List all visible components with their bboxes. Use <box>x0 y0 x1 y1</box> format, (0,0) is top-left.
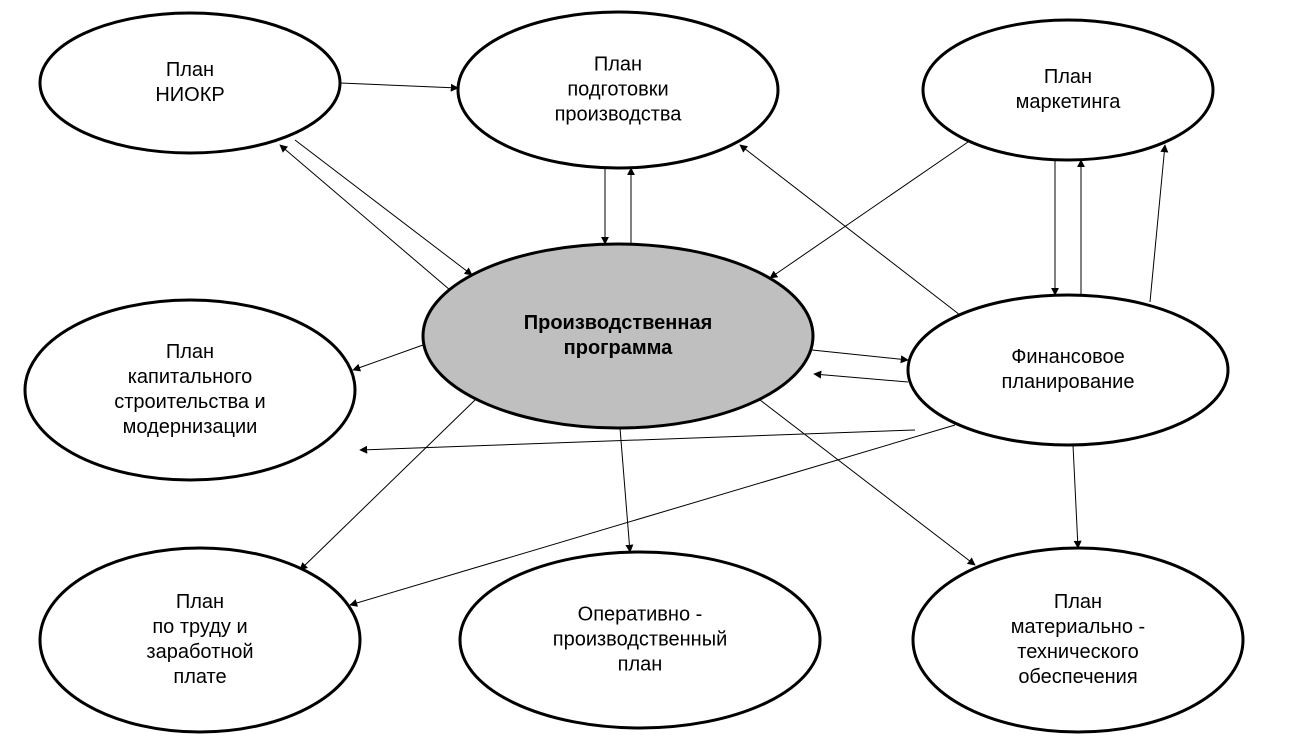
edge-niokr-center-1 <box>295 140 472 275</box>
node-finance-label-line-1: планирование <box>1002 371 1135 393</box>
node-center: Производственная программа <box>423 244 813 428</box>
node-trud: План по труду и заработной плате <box>40 548 360 732</box>
edge-finance-center-12 <box>814 374 908 382</box>
node-mto-label-line-2: технического <box>1017 641 1138 663</box>
node-operativ-label-line-0: Оперативно - <box>578 603 703 625</box>
node-mto-label-line-3: обеспечения <box>1018 666 1137 688</box>
edge-niokr-podgotovka-0 <box>340 83 458 88</box>
node-trud-label-line-2: заработной <box>146 641 253 663</box>
node-podgotovka-label-line-0: План <box>594 53 642 75</box>
node-marketing: План маркетинга <box>923 20 1213 160</box>
edge-center-finance-11 <box>812 350 908 360</box>
node-finance: Финансовое планирование <box>908 295 1228 445</box>
edge-center-mto-16 <box>760 400 975 565</box>
node-kapstroy-label-line-2: строительства и <box>114 391 265 413</box>
node-marketing-label-line-0: План <box>1044 66 1092 88</box>
node-trud-label-line-1: по труду и <box>152 616 247 638</box>
node-operativ-label-line-2: план <box>618 653 663 675</box>
node-niokr: План НИОКР <box>40 13 340 153</box>
diagram-canvas: Производственная программа План НИОКР План по… <box>0 0 1289 752</box>
node-trud-label-line-0: План <box>176 591 224 613</box>
node-niokr-label-line-0: План <box>166 59 214 81</box>
edge-finance-mto-17 <box>1073 445 1078 548</box>
nodes-layer: Производственная программа План НИОКР План по… <box>25 12 1243 732</box>
node-podgotovka-label-line-1: подготовки <box>567 78 668 100</box>
node-operativ-label-line-1: производственный <box>553 628 728 650</box>
edge-center-niokr-2 <box>280 145 450 290</box>
node-operativ: Оперативно - производственный план <box>460 552 820 728</box>
node-mto-label-line-1: материально - <box>1011 616 1145 638</box>
node-niokr-label-line-1: НИОКР <box>155 84 224 106</box>
edge-marketing-center-5 <box>770 142 968 278</box>
node-center-label-line-0: Производственная <box>524 312 713 334</box>
node-trud-label-line-3: плате <box>173 666 226 688</box>
node-podgotovka: План подготовки производства <box>458 12 778 168</box>
edge-finance-kapstroy-10 <box>360 430 915 450</box>
node-kapstroy-label-line-3: модернизации <box>123 416 258 438</box>
node-finance-label-line-0: Финансовое <box>1011 346 1125 368</box>
node-kapstroy: План капитального строительства и модерниза… <box>25 300 355 480</box>
node-podgotovka-label-line-2: производства <box>555 103 683 125</box>
node-kapstroy-label-line-0: План <box>166 341 214 363</box>
edge-center-operativ-15 <box>620 428 630 552</box>
edge-center-kapstroy-9 <box>353 345 423 370</box>
node-mto-label-line-0: План <box>1054 591 1102 613</box>
node-mto: План материально - технического обеспечения <box>913 548 1243 732</box>
node-marketing-label-line-1: маркетинга <box>1016 91 1122 113</box>
node-kapstroy-label-line-1: капитального <box>128 366 253 388</box>
node-center-label-line-1: программа <box>564 337 674 359</box>
edge-finance-marketing2-18 <box>1150 145 1165 302</box>
